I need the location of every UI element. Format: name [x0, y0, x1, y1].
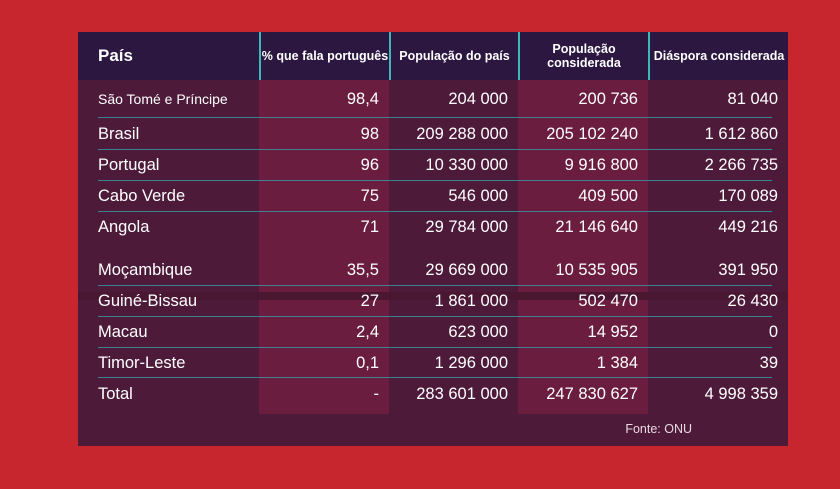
country-cell: Macau [98, 323, 148, 341]
row-divider [98, 347, 772, 348]
table-row: Brasil 98 209 288 000 205 102 240 1 612 860 [78, 118, 788, 150]
value-cell: 2 266 735 [704, 156, 778, 174]
header-considered: População considerada [518, 32, 648, 80]
value-cell: 209 288 000 [416, 124, 508, 143]
value-cell: 546 000 [448, 187, 508, 205]
header-diaspora: Diáspora considerada [648, 32, 788, 80]
value-cell: 10 535 905 [555, 260, 638, 279]
row-divider [98, 149, 772, 150]
table-panel: País % que fala português População do p… [78, 32, 788, 446]
value-cell: 27 [360, 292, 379, 310]
country-cell: Guiné-Bissau [98, 292, 198, 310]
value-cell: 21 146 640 [555, 218, 638, 236]
table-row: Moçambique 35,5 29 669 000 10 535 905 391 95… [78, 254, 788, 286]
header-country: País [98, 46, 133, 65]
row-divider [98, 117, 772, 118]
value-cell: - [373, 384, 380, 403]
value-cell: 1 296 000 [434, 353, 508, 372]
value-cell: 14 952 [587, 323, 638, 341]
row-divider [98, 316, 772, 317]
value-cell: 1 861 000 [434, 292, 508, 310]
value-cell: 391 950 [718, 260, 778, 279]
table-row: Timor-Leste 0,1 1 296 000 1 384 39 [78, 348, 788, 378]
country-cell: Portugal [98, 156, 160, 174]
value-cell: 10 330 000 [425, 156, 508, 174]
value-cell: 81 040 [727, 89, 778, 108]
country-cell: São Tomé e Príncipe [98, 91, 228, 107]
table-row: Angola 71 29 784 000 21 146 640 449 216 [78, 212, 788, 243]
row-divider [98, 377, 772, 378]
value-cell: 0,1 [356, 353, 379, 372]
value-cell: 71 [360, 218, 379, 236]
row-divider [98, 180, 772, 181]
column-band-considered [518, 80, 648, 414]
value-cell: 1 612 860 [704, 124, 778, 143]
value-cell: 409 500 [578, 187, 638, 205]
value-cell: 283 601 000 [416, 384, 508, 403]
value-cell: 75 [360, 187, 379, 205]
country-cell: Cabo Verde [98, 187, 186, 205]
value-cell: 35,5 [346, 260, 379, 279]
value-cell: 205 102 240 [546, 124, 638, 143]
value-cell: 449 216 [718, 218, 778, 236]
value-cell: 9 916 800 [564, 156, 638, 174]
value-cell: 200 736 [578, 89, 638, 108]
row-divider [98, 211, 772, 212]
value-cell: 39 [759, 353, 778, 372]
value-cell: 98,4 [346, 89, 379, 108]
table-row: Cabo Verde 75 546 000 409 500 170 089 [78, 181, 788, 212]
value-cell: 502 470 [578, 292, 638, 310]
column-band-pct [259, 80, 389, 414]
country-cell: Timor-Leste [98, 353, 186, 372]
country-cell: Moçambique [98, 260, 193, 279]
country-cell: Brasil [98, 124, 140, 143]
value-cell: 26 430 [727, 292, 778, 310]
total-label: Total [98, 384, 133, 403]
header-population: População do país [389, 32, 518, 80]
value-cell: 2,4 [356, 323, 379, 341]
row-divider [98, 285, 772, 286]
table-row: Macau 2,4 623 000 14 952 0 [78, 317, 788, 348]
table-header: País % que fala português População do p… [78, 32, 788, 80]
value-cell: 247 830 627 [546, 384, 638, 403]
source-note: Fonte: ONU [625, 422, 692, 436]
value-cell: 4 998 359 [704, 384, 778, 403]
table-row: Portugal 96 10 330 000 9 916 800 2 266 735 [78, 150, 788, 181]
table-row: São Tomé e Príncipe 98,4 204 000 200 736 81 … [78, 80, 788, 118]
header-pct: % que fala português [259, 32, 389, 80]
value-cell: 98 [360, 124, 379, 143]
table-row: Guiné-Bissau 27 1 861 000 502 470 26 430 [78, 286, 788, 317]
value-cell: 29 669 000 [425, 260, 508, 279]
value-cell: 1 384 [596, 353, 638, 372]
value-cell: 0 [768, 323, 778, 341]
total-row: Total - 283 601 000 247 830 627 4 998 359 [78, 378, 788, 410]
group-divider [78, 292, 788, 300]
value-cell: 29 784 000 [425, 218, 508, 236]
value-cell: 623 000 [448, 323, 508, 341]
value-cell: 204 000 [448, 89, 508, 108]
country-cell: Angola [98, 218, 150, 236]
value-cell: 96 [360, 156, 379, 174]
value-cell: 170 089 [718, 187, 778, 205]
